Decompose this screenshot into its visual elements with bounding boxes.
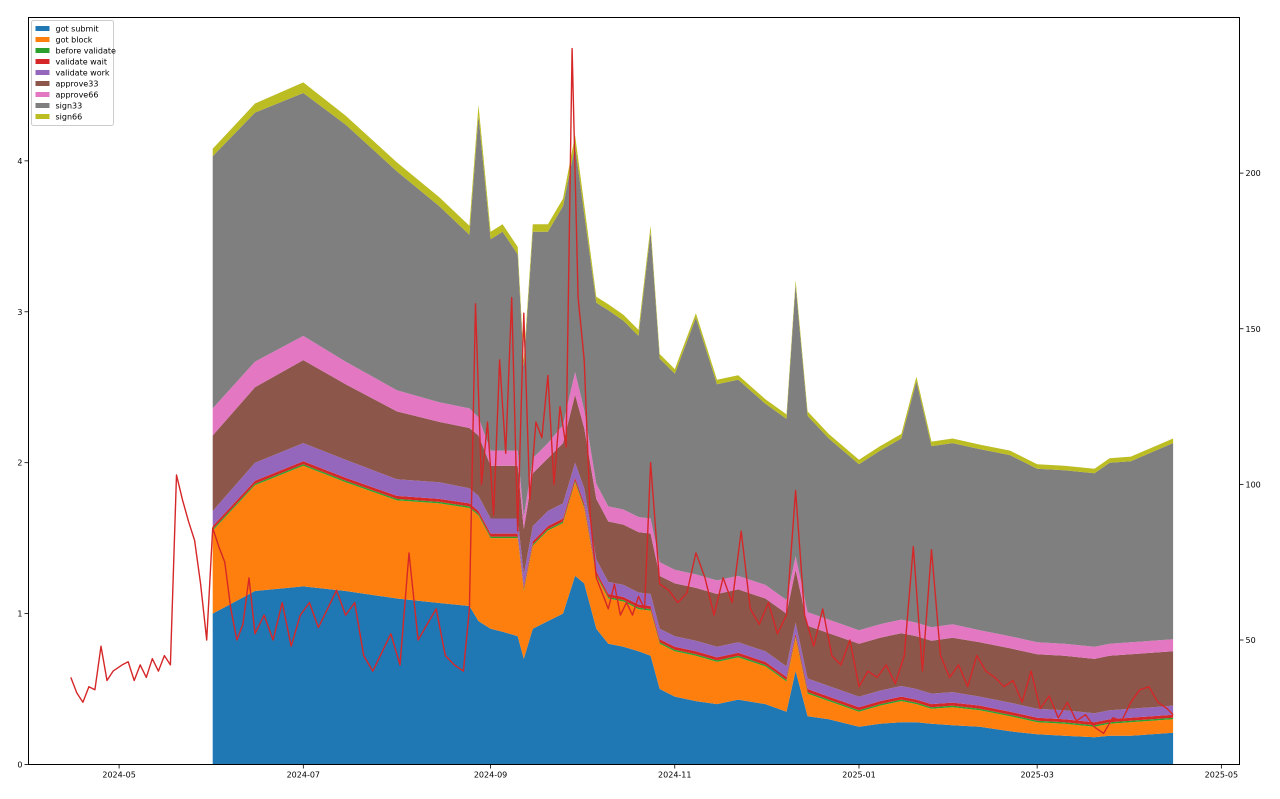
area-approve33 [212,360,1174,714]
legend-label: validate work [56,69,110,78]
area-sign33 [212,93,1174,647]
legend-swatch [35,92,50,97]
legend-swatch [35,48,50,53]
y2-tick-label: 150 [1246,325,1261,334]
legend-label: before validate [56,47,116,56]
legend-label: sign33 [56,102,83,111]
y-tick-label: 0 [17,761,22,770]
legend-swatch [35,81,50,86]
y2-tick-label: 50 [1246,636,1256,645]
legend-swatch [35,26,50,31]
legend-box [31,20,114,126]
y-tick-label: 2 [17,459,22,468]
secondary-series-line [70,47,1174,735]
legend-swatch [35,114,50,119]
legend-swatch [35,70,50,75]
legend-swatch [35,59,50,64]
y2-tick-label: 100 [1246,480,1261,489]
x-tick-label: 2025-03 [1020,771,1053,780]
x-tick-label: 2024-07 [287,771,320,780]
x-tick-label: 2025-05 [1205,771,1238,780]
legend-label: approve66 [56,91,99,100]
y-tick-label: 1 [17,610,22,619]
legend-swatch [35,103,50,108]
legend-label: got block [56,36,93,45]
x-tick-label: 2024-11 [658,771,691,780]
secondary-line-layer [70,47,1174,735]
area-got-block [212,465,1174,738]
left-y-axis: 0 1 2 3 4 [17,157,29,770]
y-tick-label: 3 [17,308,22,317]
legend-label: sign66 [56,113,83,122]
area-approve66 [212,335,1174,659]
legend-swatch [35,37,50,42]
y-tick-label: 4 [17,157,22,166]
area-got-submit [212,575,1174,765]
legend-label: approve33 [56,80,99,89]
right-y-axis: 50 100 150 200 [1239,169,1261,645]
x-tick-label: 2024-05 [102,771,135,780]
stacked-areas [212,82,1174,765]
x-tick-label: 2024-09 [474,771,507,780]
x-axis: 2024-05 2024-07 2024-09 2024-11 2025-01 2025-… [102,764,1238,780]
legend-label: got submit [56,25,99,34]
legend-label: validate wait [56,58,107,67]
legend: got submit got block before validate valida… [31,20,116,126]
x-tick-label: 2025-01 [842,771,875,780]
y2-tick-label: 200 [1246,169,1261,178]
plot-frame [28,17,1240,765]
